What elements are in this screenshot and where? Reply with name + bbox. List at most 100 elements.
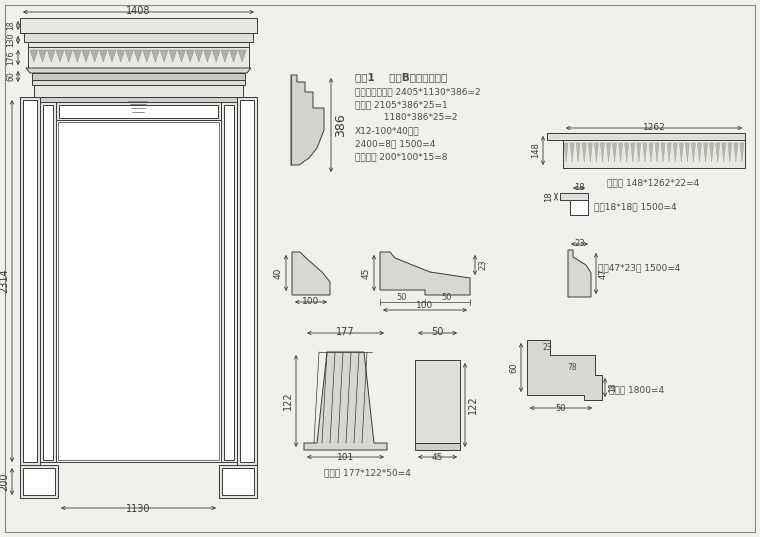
Text: 压线47*23： 1500=4: 压线47*23： 1500=4 (598, 264, 680, 272)
Polygon shape (117, 50, 125, 62)
Polygon shape (686, 143, 689, 162)
Polygon shape (34, 85, 243, 97)
Text: 78: 78 (567, 362, 577, 372)
Polygon shape (570, 200, 588, 215)
Polygon shape (20, 97, 40, 465)
Polygon shape (230, 50, 237, 62)
Polygon shape (222, 468, 254, 495)
Polygon shape (219, 465, 257, 498)
Polygon shape (734, 143, 738, 162)
Text: 122: 122 (468, 396, 478, 415)
Polygon shape (600, 143, 604, 162)
Polygon shape (32, 80, 245, 85)
Polygon shape (56, 120, 221, 462)
Polygon shape (32, 73, 245, 80)
Polygon shape (637, 143, 641, 162)
Text: 50: 50 (442, 293, 452, 302)
Text: 配底座： 200*100*15=8: 配底座： 200*100*15=8 (355, 152, 448, 161)
Polygon shape (30, 50, 38, 62)
Polygon shape (710, 143, 714, 162)
Polygon shape (160, 50, 168, 62)
Polygon shape (56, 50, 64, 62)
Polygon shape (82, 50, 90, 62)
Text: 101: 101 (337, 453, 354, 462)
Text: X12-100*40线条: X12-100*40线条 (355, 126, 420, 135)
Text: 100: 100 (302, 297, 320, 306)
Text: 45: 45 (432, 453, 443, 462)
Polygon shape (20, 465, 58, 498)
Text: 门框内径尺寸： 2405*1130*386=2: 门框内径尺寸： 2405*1130*386=2 (355, 87, 480, 96)
Text: 压条18*18： 1500=4: 压条18*18： 1500=4 (594, 202, 676, 212)
Polygon shape (224, 105, 234, 460)
Text: 楬板： 148*1262*22=4: 楬板： 148*1262*22=4 (607, 178, 699, 187)
Polygon shape (655, 143, 659, 162)
Polygon shape (606, 143, 610, 162)
Polygon shape (588, 143, 592, 162)
Text: 122: 122 (283, 391, 293, 410)
Polygon shape (698, 143, 701, 162)
Text: 18: 18 (608, 383, 617, 392)
Polygon shape (722, 143, 726, 162)
Text: 2314: 2314 (0, 268, 9, 293)
Text: 50: 50 (556, 404, 566, 413)
Polygon shape (560, 193, 588, 215)
Polygon shape (643, 143, 647, 162)
Text: 1408: 1408 (126, 6, 150, 16)
Text: 18: 18 (544, 191, 553, 202)
Polygon shape (619, 143, 622, 162)
Polygon shape (240, 100, 254, 462)
Text: 47: 47 (599, 268, 608, 279)
Text: 23: 23 (478, 260, 487, 270)
Text: 100: 100 (416, 301, 434, 310)
Polygon shape (90, 50, 99, 62)
Polygon shape (415, 360, 460, 443)
Polygon shape (625, 143, 629, 162)
Text: 序号1    客厅B立面啹口料单: 序号1 客厅B立面啹口料单 (355, 72, 447, 82)
Polygon shape (692, 143, 695, 162)
Polygon shape (716, 143, 720, 162)
Polygon shape (564, 143, 568, 162)
Polygon shape (125, 50, 133, 62)
Polygon shape (59, 105, 218, 118)
Polygon shape (415, 443, 460, 450)
Polygon shape (47, 50, 55, 62)
Text: 200: 200 (0, 472, 9, 491)
Text: 厘头： 1800=4: 厘头： 1800=4 (609, 386, 664, 395)
Text: 2400=8， 1500=4: 2400=8， 1500=4 (355, 139, 435, 148)
Text: 130: 130 (6, 33, 15, 47)
Polygon shape (304, 352, 387, 450)
Polygon shape (547, 133, 745, 168)
Polygon shape (23, 100, 37, 462)
Polygon shape (128, 102, 148, 118)
Polygon shape (568, 250, 591, 297)
Polygon shape (28, 47, 249, 68)
Text: 雕花： 177*122*50=4: 雕花： 177*122*50=4 (324, 468, 411, 477)
Polygon shape (108, 50, 116, 62)
Polygon shape (576, 143, 580, 162)
Text: 60: 60 (6, 71, 15, 82)
Polygon shape (649, 143, 653, 162)
Polygon shape (40, 102, 56, 462)
Polygon shape (178, 50, 185, 62)
Polygon shape (631, 143, 635, 162)
Polygon shape (39, 50, 46, 62)
Polygon shape (237, 97, 257, 465)
Polygon shape (186, 50, 194, 62)
Polygon shape (20, 18, 257, 33)
Text: 176: 176 (6, 50, 15, 65)
Polygon shape (23, 468, 55, 495)
Text: 45: 45 (362, 267, 371, 279)
Polygon shape (380, 252, 470, 295)
Polygon shape (100, 50, 107, 62)
Polygon shape (673, 143, 677, 162)
Text: 50: 50 (397, 293, 407, 302)
Polygon shape (30, 97, 247, 102)
Polygon shape (239, 50, 246, 62)
Polygon shape (570, 143, 574, 162)
Bar (58, 122, 219, 460)
Polygon shape (212, 50, 220, 62)
Polygon shape (169, 50, 176, 62)
Text: 18: 18 (574, 183, 584, 192)
Text: 50: 50 (432, 327, 444, 337)
Text: 1180*386*25=2: 1180*386*25=2 (355, 113, 458, 122)
